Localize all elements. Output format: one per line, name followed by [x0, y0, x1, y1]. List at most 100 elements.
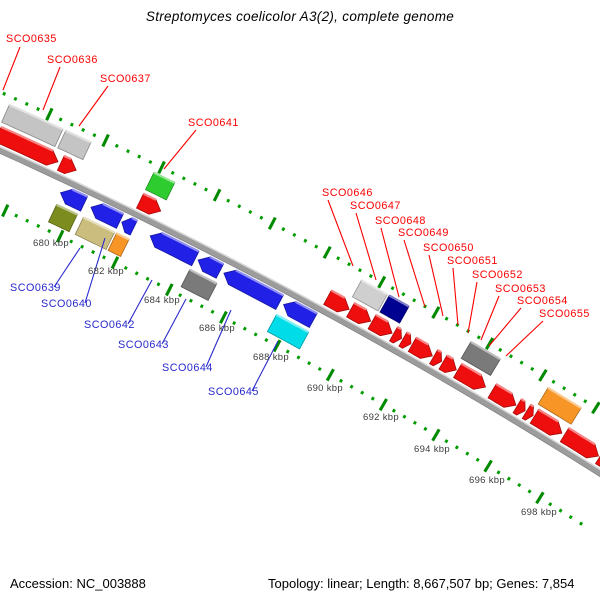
kbp-minor-dot — [232, 320, 237, 326]
gene-bevel-SCO0648-cog — [388, 294, 410, 308]
kbp-minor-dot — [292, 232, 297, 237]
tick-label-698-kbp: 698 kbp — [521, 507, 557, 518]
kbp-minor-dot — [181, 176, 186, 181]
kbp-minor-dot — [465, 451, 470, 456]
tick-label-680-kbp: 680 kbp — [33, 238, 69, 249]
kbp-minor-dot — [558, 508, 563, 513]
gene-bevel-cds-fwd-696a — [520, 398, 526, 403]
leader-line-SCO0645 — [251, 340, 279, 392]
kbp-minor-dot — [347, 262, 352, 267]
kbp-minor-dot — [204, 187, 208, 192]
leader-line-SCO0641 — [163, 129, 197, 170]
gene-bevel-SCO0650-cds — [406, 331, 411, 336]
kbp-minor-dot — [24, 101, 29, 106]
kbp-major-tick — [212, 188, 222, 202]
gene-label-SCO0647: SCO0647 — [350, 200, 401, 212]
leader-line-SCO0644 — [205, 309, 232, 368]
gene-bevel-SCO0635-cds — [0, 125, 54, 152]
genome-stats-status: Topology: linear; Length: 8,667,507 bp; … — [268, 576, 575, 591]
kbp-minor-dot — [360, 390, 365, 395]
kbp-major-tick — [267, 216, 277, 230]
leader-line-SCO0643 — [161, 298, 187, 345]
kbp-minor-dot — [370, 396, 375, 401]
gene-bevel-SCO0647-cog — [360, 279, 388, 296]
gene-label-SCO0642: SCO0642 — [84, 319, 135, 331]
kbp-minor-dot — [401, 292, 406, 297]
gene-label-SCO0646: SCO0646 — [322, 187, 373, 199]
kbp-major-tick — [322, 245, 332, 259]
kbp-major-tick — [538, 368, 548, 382]
kbp-minor-dot — [412, 298, 417, 303]
leader-line-SCO0655 — [505, 320, 544, 357]
kbp-minor-dot — [548, 502, 553, 507]
gene-bevel-cog-fwd-697 — [547, 386, 582, 409]
kbp-major-tick — [219, 310, 228, 324]
gene-bevel-cds-rev-682 — [131, 217, 138, 222]
kbp-major-tick — [484, 337, 495, 350]
kbp-minor-dot — [92, 133, 97, 138]
gene-cds-fwd-699 — [594, 455, 600, 467]
kbp-minor-dot — [58, 117, 63, 122]
kbp-minor-dot — [572, 392, 577, 397]
gene-label-SCO0640: SCO0640 — [41, 298, 92, 310]
kbp-minor-dot — [156, 282, 161, 287]
gene-bevel-SCO0644-cds — [235, 269, 284, 297]
kbp-major-tick — [377, 275, 387, 289]
kbp-minor-dot — [281, 227, 286, 232]
backbone-shadow-edge — [0, 152, 600, 478]
kbp-minor-dot — [102, 255, 106, 260]
kbp-major-tick — [591, 401, 600, 415]
kbp-minor-dot — [145, 276, 150, 281]
kbp-minor-dot — [226, 198, 231, 203]
kbp-minor-dot — [338, 378, 344, 383]
kbp-minor-dot — [81, 127, 86, 132]
kbp-minor-dot — [368, 274, 373, 279]
kbp-minor-dot — [444, 439, 449, 444]
page-title: Streptomyces coelicolor A3(2), complete … — [145, 9, 455, 24]
leader-line-SCO0648 — [380, 227, 400, 298]
kbp-minor-dot — [237, 204, 242, 209]
gene-label-SCO0652: SCO0652 — [472, 269, 523, 281]
kbp-minor-dot — [192, 181, 197, 187]
kbp-minor-dot — [264, 338, 269, 343]
kbp-major-tick — [1, 204, 10, 218]
gene-bevel-SCO0645-cds — [294, 300, 318, 315]
kbp-major-tick — [325, 368, 335, 382]
kbp-minor-dot — [69, 239, 74, 244]
kbp-minor-dot — [2, 91, 7, 96]
gene-bevel-cds-fwd-679 — [63, 154, 72, 161]
gene-label-SCO0654: SCO0654 — [517, 295, 568, 307]
kbp-minor-dot — [126, 149, 130, 154]
kbp-minor-dot — [391, 408, 396, 413]
gene-bevel-SCO0647-cds — [353, 302, 367, 311]
tick-label-690-kbp: 690 kbp — [307, 383, 343, 394]
kbp-minor-dot — [498, 347, 503, 353]
kbp-minor-dot — [423, 426, 428, 431]
kbp-minor-dot — [47, 228, 52, 234]
kbp-minor-dot — [14, 213, 19, 218]
kbp-minor-dot — [210, 309, 215, 314]
leader-line-SCO0647 — [355, 212, 377, 281]
gene-bevel-SCO0654-cog — [470, 340, 501, 361]
kbp-minor-dot — [148, 159, 153, 165]
kbp-minor-dot — [188, 298, 193, 303]
kbp-minor-dot — [123, 265, 128, 271]
gene-label-SCO0636: SCO0636 — [47, 54, 98, 66]
leader-line-SCO0654 — [488, 307, 522, 347]
gene-bevel-SCO0641-cds — [143, 192, 157, 201]
kbp-major-tick — [110, 256, 120, 270]
gene-label-SCO0650: SCO0650 — [423, 242, 474, 254]
kbp-minor-dot — [506, 476, 511, 481]
gene-bevel-SCO0639-cds — [71, 188, 88, 198]
gene-label-SCO0635: SCO0635 — [6, 33, 57, 45]
kbp-minor-dot — [517, 482, 522, 488]
kbp-minor-dot — [80, 244, 85, 249]
gene-bevel-SCO0652-cds — [437, 348, 442, 353]
tick-label-686-kbp: 686 kbp — [199, 323, 235, 334]
leader-line-SCO0646 — [327, 199, 354, 267]
kbp-minor-dot — [336, 256, 341, 261]
tick-label-692-kbp: 692 kbp — [363, 412, 399, 423]
leader-line-SCO0637 — [78, 85, 109, 127]
leader-line-SCO0636 — [42, 66, 61, 111]
kbp-minor-dot — [551, 379, 556, 384]
